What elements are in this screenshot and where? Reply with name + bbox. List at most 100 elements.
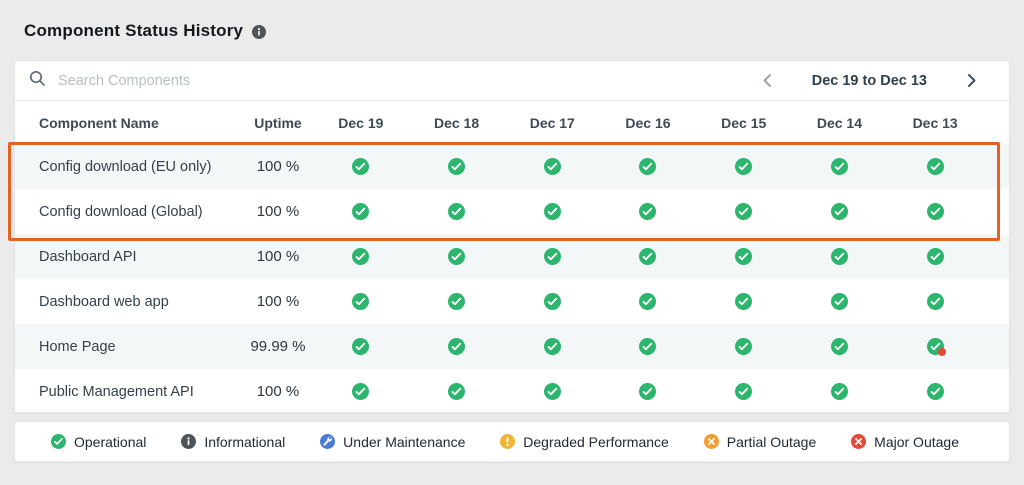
operational-icon[interactable] [448,338,466,355]
status-cell [313,293,409,310]
status-cell [504,203,600,220]
legend-item-major-outage: Major Outage [851,434,959,450]
operational-icon[interactable] [639,248,657,265]
operational-icon[interactable] [926,383,944,400]
operational-icon[interactable] [352,383,370,400]
legend-item-informational: Informational [181,434,285,450]
operational-icon[interactable] [639,338,657,355]
operational-icon[interactable] [735,248,753,265]
operational-icon[interactable] [543,383,561,400]
legend-label: Degraded Performance [523,433,669,450]
operational-icon[interactable] [448,383,466,400]
legend-item-operational: Operational [51,434,146,450]
operational-icon[interactable] [352,158,370,175]
operational-icon[interactable] [830,248,848,265]
status-cell [409,293,505,310]
operational-icon[interactable] [448,293,466,310]
component-name: Public Management API [39,383,194,400]
date-column-header: Dec 19 [338,114,384,131]
table-row: Dashboard API 100 % [15,234,1009,279]
status-cell [792,248,888,265]
legend-label: Operational [74,433,147,450]
operational-icon[interactable] [735,203,753,220]
operational-icon[interactable] [543,338,561,355]
info-icon [181,434,197,449]
operational-icon[interactable] [543,293,561,310]
x-icon [703,434,719,449]
table-row: Public Management API 100 % [15,369,1009,414]
uptime-value: 100 % [256,293,300,310]
legend-item-under-maintenance: Under Maintenance [320,434,465,450]
prev-date-range-button[interactable] [760,71,774,90]
legend-item-degraded-performance: Degraded Performance [500,434,669,450]
operational-icon[interactable] [448,248,466,265]
status-cell [887,203,983,220]
status-cell [696,203,792,220]
table-header-row: Component Name Uptime Dec 19 Dec 18 Dec 17… [15,101,1009,144]
search-icon [29,70,46,92]
table-row: Config download (EU only) 100 % [15,144,1009,189]
status-cell [504,158,600,175]
search-input[interactable] [58,72,760,89]
operational-icon[interactable] [926,158,944,175]
operational-icon[interactable] [926,338,946,356]
operational-icon[interactable] [543,248,561,265]
operational-icon[interactable] [352,203,370,220]
operational-icon[interactable] [735,383,753,400]
status-cell [792,293,888,310]
status-cell [696,338,792,355]
page-title-row: Component Status History [24,21,267,41]
operational-icon[interactable] [543,158,561,175]
status-cell [696,293,792,310]
operational-icon[interactable] [830,383,848,400]
next-date-range-button[interactable] [965,71,979,90]
status-cell [600,338,696,355]
operational-icon[interactable] [926,248,944,265]
status-cell [504,293,600,310]
operational-icon[interactable] [448,203,466,220]
operational-icon[interactable] [448,158,466,175]
operational-icon[interactable] [830,293,848,310]
operational-icon[interactable] [926,203,944,220]
status-cell [792,338,888,355]
uptime-value: 100 % [256,158,300,175]
check-icon [51,434,66,449]
operational-icon[interactable] [639,203,657,220]
operational-icon[interactable] [830,338,848,355]
operational-icon[interactable] [926,293,944,310]
operational-icon[interactable] [735,293,753,310]
operational-icon[interactable] [735,338,753,355]
operational-icon[interactable] [830,203,848,220]
operational-icon[interactable] [639,383,657,400]
date-column-header: Dec 16 [625,114,671,131]
info-icon[interactable] [252,25,267,39]
component-name-header: Component Name [39,114,159,131]
status-cell [887,338,983,356]
component-name: Config download (EU only) [39,158,212,175]
legend-label: Informational [204,433,286,450]
status-cell [409,338,505,355]
status-cell [600,248,696,265]
status-cell [792,383,888,400]
status-cell [409,248,505,265]
operational-icon[interactable] [352,293,370,310]
uptime-value: 100 % [256,203,300,220]
uptime-value: 99.99 % [250,338,306,355]
status-cell [600,203,696,220]
operational-icon[interactable] [352,338,370,355]
status-cell [313,383,409,400]
legend-label: Major Outage [874,433,959,450]
operational-icon[interactable] [543,203,561,220]
operational-icon[interactable] [735,158,753,175]
operational-icon[interactable] [352,248,370,265]
status-cell [887,248,983,265]
operational-icon[interactable] [830,158,848,175]
operational-icon[interactable] [639,158,657,175]
wrench-icon [320,434,336,449]
status-cell [887,293,983,310]
component-name: Dashboard web app [39,293,169,310]
status-legend: Operational Informational Under Maintenanc… [14,421,1010,462]
uptime-header: Uptime [254,114,302,131]
status-cell [409,203,505,220]
operational-icon[interactable] [639,293,657,310]
